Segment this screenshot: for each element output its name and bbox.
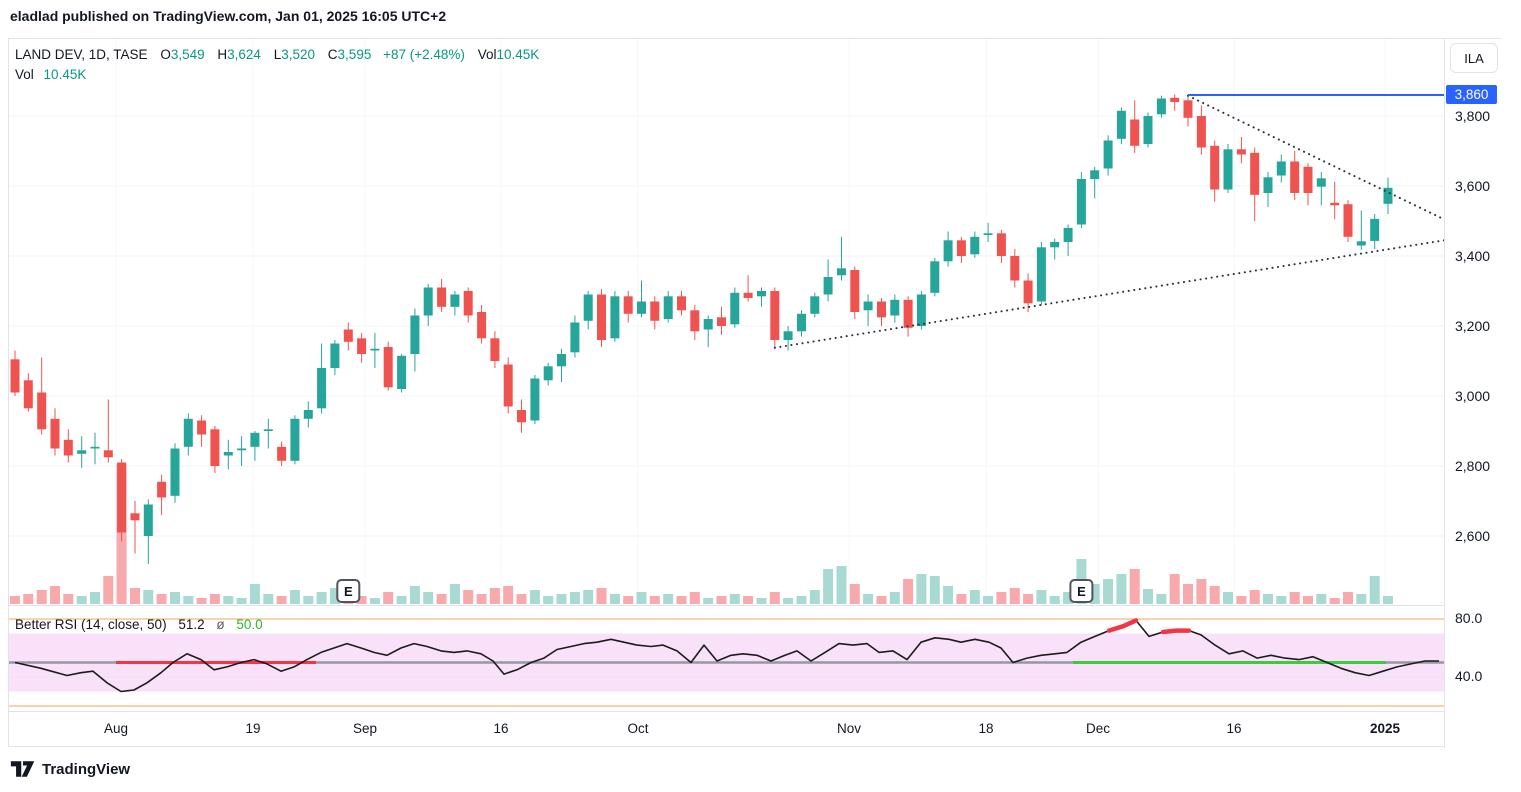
price-axis-label: 3,400 — [1455, 248, 1491, 264]
symbol-title: LAND DEV, 1D, TASE — [15, 47, 148, 62]
tradingview-brand-label: TradingView — [42, 760, 131, 778]
change-value: +87 (+2.48%) — [383, 47, 465, 62]
time-axis-label: Dec — [1085, 721, 1111, 736]
price-axis-label: 2,800 — [1455, 458, 1491, 474]
price-axis-label: 3,200 — [1455, 318, 1491, 334]
rsi-avg-value: 50.0 — [236, 617, 263, 632]
earnings-badge[interactable]: E — [336, 579, 361, 603]
open-value: 3,549 — [170, 47, 205, 62]
highlight-price-badge: 3,860 — [1446, 85, 1497, 104]
candlestick-chart[interactable]: E E — [9, 39, 1444, 605]
high-value: 3,624 — [227, 47, 261, 62]
high-label: H — [217, 47, 228, 62]
time-axis-label: 19 — [245, 721, 261, 736]
price-pane[interactable]: E E LAND DEV, 1D, TASE O3,549 H3,624 L3,… — [9, 39, 1444, 605]
tradingview-logo-icon — [10, 761, 35, 777]
close-label: C — [327, 47, 338, 62]
time-axis-label: Aug — [103, 721, 129, 736]
time-axis-label: Sep — [352, 721, 378, 736]
svg-text:E: E — [344, 584, 353, 599]
low-label: L — [273, 47, 282, 62]
tradingview-brand[interactable]: TradingView — [10, 758, 130, 780]
volume-legend[interactable]: Vol 10.45K — [15, 67, 86, 82]
volume-label: Vol — [477, 47, 497, 62]
low-value: 3,520 — [281, 47, 316, 62]
vol-row-label: Vol — [15, 67, 34, 82]
price-axis-label: 2,600 — [1455, 528, 1491, 544]
time-axis-label: Oct — [627, 721, 649, 736]
svg-text:E: E — [1077, 584, 1086, 599]
time-axis-label: 2025 — [1369, 721, 1401, 736]
chart-frame: E E LAND DEV, 1D, TASE O3,549 H3,624 L3,… — [8, 38, 1502, 748]
price-axis[interactable]: ILA 3,860 3,800 3,600 3,400 3,200 3,000 2,800… — [1444, 39, 1502, 748]
rsi-value: 51.2 — [178, 617, 205, 632]
rsi-pane[interactable]: Better RSI (14, close, 50) 51.2 ø 50.0 — [9, 605, 1444, 711]
volume-value: 10.45K — [496, 47, 540, 62]
time-axis-label: 16 — [493, 721, 509, 736]
rsi-axis-label: 40.0 — [1455, 668, 1483, 684]
published-line: eladlad published on TradingView.com, Ja… — [10, 8, 447, 24]
rsi-avg-symbol: ø — [216, 617, 225, 632]
close-value: 3,595 — [337, 47, 372, 62]
rsi-title: Better RSI (14, close, 50) — [15, 617, 167, 632]
vol-row-value: 10.45K — [43, 67, 87, 82]
time-axis-label: Nov — [836, 721, 862, 736]
time-axis-label: 18 — [978, 721, 994, 736]
earnings-badge[interactable]: E — [1069, 579, 1094, 603]
price-axis-label: 3,000 — [1455, 388, 1491, 404]
symbol-legend[interactable]: LAND DEV, 1D, TASE O3,549 H3,624 L3,520 … — [15, 47, 539, 62]
price-axis-label: 3,800 — [1455, 108, 1491, 124]
price-axis-label: 3,600 — [1455, 178, 1491, 194]
rsi-chart[interactable] — [9, 606, 1444, 711]
time-axis-label: 16 — [1226, 721, 1242, 736]
rsi-axis-label: 80.0 — [1455, 610, 1483, 626]
rsi-legend[interactable]: Better RSI (14, close, 50) 51.2 ø 50.0 — [15, 617, 263, 632]
open-label: O — [160, 47, 171, 62]
time-axis[interactable]: Aug 19 Sep 16 Oct Nov 18 Dec 16 2025 — [9, 711, 1444, 748]
currency-unit-button[interactable]: ILA — [1450, 43, 1498, 73]
